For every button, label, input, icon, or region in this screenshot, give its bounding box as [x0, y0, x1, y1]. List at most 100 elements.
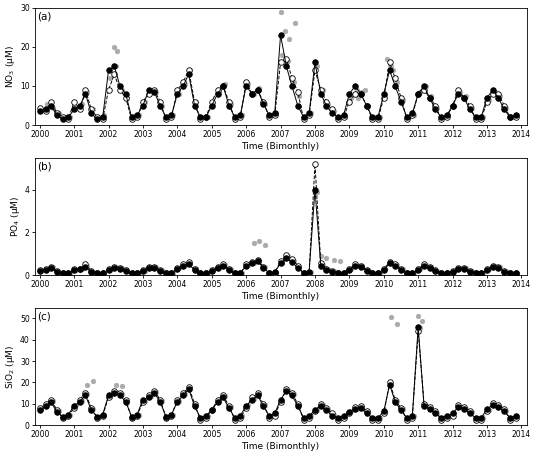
Point — [226, 100, 235, 107]
Point — [374, 269, 382, 277]
Point — [236, 414, 244, 421]
Point — [162, 270, 170, 277]
Point — [116, 392, 124, 399]
Point — [358, 263, 367, 270]
Point — [261, 263, 270, 271]
Point — [347, 266, 355, 273]
Point — [77, 397, 86, 404]
Point — [41, 108, 50, 115]
Point — [454, 265, 463, 273]
Point — [259, 98, 267, 105]
Point — [324, 266, 332, 273]
Point — [322, 98, 331, 105]
Point — [243, 261, 252, 268]
Point — [242, 404, 250, 412]
Point — [299, 416, 308, 424]
Point — [213, 86, 222, 94]
Point — [163, 413, 172, 420]
Point — [112, 381, 121, 388]
Point — [506, 114, 515, 121]
Point — [158, 102, 166, 109]
Point — [116, 82, 124, 90]
Point — [265, 114, 273, 121]
Point — [461, 265, 470, 272]
Point — [375, 114, 384, 121]
Point — [442, 270, 451, 277]
Point — [488, 90, 497, 97]
Point — [225, 102, 233, 109]
Point — [139, 102, 147, 109]
Point — [48, 104, 57, 111]
Point — [192, 266, 200, 273]
Point — [184, 385, 193, 393]
Point — [328, 110, 337, 117]
Point — [336, 414, 344, 421]
Point — [460, 265, 468, 273]
Point — [60, 114, 69, 121]
Point — [207, 267, 216, 274]
Point — [347, 408, 355, 415]
Point — [450, 410, 459, 417]
Point — [167, 270, 176, 277]
Point — [301, 414, 310, 421]
Point — [64, 116, 72, 123]
Point — [129, 270, 138, 277]
Point — [248, 259, 256, 266]
Point — [202, 414, 210, 421]
Point — [87, 106, 95, 113]
Point — [117, 265, 126, 272]
Point — [248, 90, 256, 97]
Point — [41, 266, 50, 273]
Point — [173, 90, 182, 97]
Point — [272, 110, 281, 117]
Point — [307, 412, 315, 419]
Point — [385, 259, 394, 266]
Point — [404, 414, 413, 421]
Point — [225, 404, 233, 412]
Point — [238, 111, 247, 119]
Point — [242, 82, 250, 90]
Point — [473, 114, 482, 121]
Point — [110, 389, 118, 397]
Point — [339, 114, 348, 121]
Point — [215, 88, 224, 96]
Point — [122, 267, 130, 274]
Point — [437, 114, 445, 121]
Point — [87, 267, 95, 274]
Point — [490, 88, 499, 96]
Point — [110, 63, 118, 70]
Point — [488, 401, 497, 409]
Point — [347, 94, 355, 101]
Point — [179, 389, 188, 397]
Point — [104, 265, 113, 273]
Point — [213, 398, 222, 405]
Point — [513, 111, 522, 119]
Point — [150, 86, 159, 94]
Point — [506, 114, 515, 121]
Point — [460, 405, 468, 413]
Point — [427, 92, 436, 99]
Point — [95, 413, 103, 420]
Point — [437, 270, 445, 277]
Point — [100, 411, 109, 418]
Point — [163, 114, 172, 121]
Point — [425, 94, 434, 101]
Point — [345, 410, 354, 417]
Point — [135, 270, 143, 277]
Point — [173, 265, 182, 273]
Point — [41, 106, 50, 113]
Point — [163, 270, 172, 277]
Point — [41, 402, 50, 410]
Point — [276, 8, 285, 15]
Y-axis label: SiO$_2$ (μM): SiO$_2$ (μM) — [4, 344, 17, 389]
Point — [43, 401, 51, 409]
Point — [70, 266, 78, 273]
Point — [122, 396, 130, 403]
Point — [420, 262, 428, 269]
Point — [490, 401, 499, 409]
Point — [190, 400, 199, 408]
Text: (c): (c) — [37, 311, 51, 321]
Point — [506, 270, 515, 277]
Point — [294, 402, 302, 410]
Point — [76, 266, 84, 273]
